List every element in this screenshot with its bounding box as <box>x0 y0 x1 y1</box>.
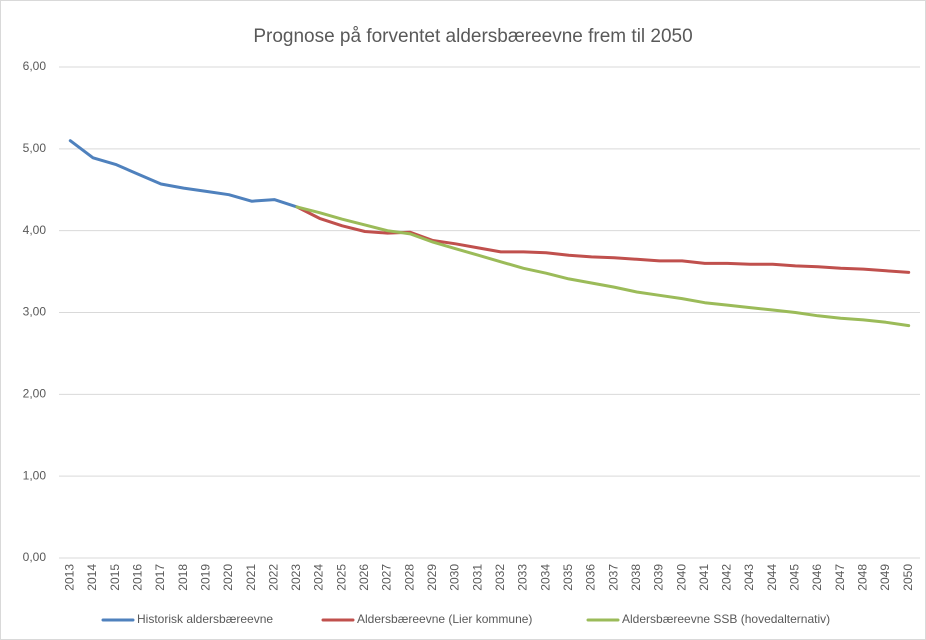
x-tick-label: 2043 <box>742 564 756 591</box>
y-tick-label: 1,00 <box>23 468 47 482</box>
x-tick-label: 2015 <box>108 564 122 591</box>
series-line <box>295 205 911 328</box>
legend-label: Aldersbæreevne SSB (hovedalternativ) <box>622 612 830 626</box>
x-tick-label: 2031 <box>470 564 484 591</box>
y-tick-label: 3,00 <box>23 305 47 319</box>
x-tick-label: 2040 <box>674 564 688 591</box>
x-tick-label: 2028 <box>402 564 416 591</box>
legend-label: Historisk aldersbæreevne <box>137 612 273 626</box>
y-tick-label: 2,00 <box>23 387 47 401</box>
x-tick-label: 2033 <box>516 564 530 591</box>
x-tick-label: 2018 <box>176 564 190 591</box>
x-tick-label: 2037 <box>606 564 620 591</box>
x-tick-label: 2025 <box>334 564 348 591</box>
y-tick-label: 6,00 <box>23 59 47 73</box>
x-tick-label: 2021 <box>244 564 258 591</box>
x-tick-label: 2038 <box>629 564 643 591</box>
x-tick-label: 2027 <box>380 564 394 591</box>
y-tick-label: 0,00 <box>23 550 47 564</box>
x-tick-label: 2016 <box>130 564 144 591</box>
x-tick-label: 2024 <box>312 564 326 591</box>
chart-title: Prognose på forventet aldersbæreevne fre… <box>253 26 692 47</box>
x-tick-label: 2046 <box>810 564 824 591</box>
x-tick-label: 2029 <box>425 564 439 591</box>
x-tick-label: 2020 <box>221 564 235 591</box>
x-tick-label: 2026 <box>357 564 371 591</box>
series-line <box>68 139 299 209</box>
x-tick-label: 2014 <box>85 564 99 591</box>
x-tick-label: 2044 <box>765 564 779 591</box>
x-tick-label: 2013 <box>63 564 77 591</box>
x-tick-label: 2042 <box>720 564 734 591</box>
x-tick-label: 2017 <box>153 564 167 591</box>
x-tick-label: 2022 <box>266 564 280 591</box>
x-tick-label: 2045 <box>788 564 802 591</box>
x-tick-label: 2030 <box>448 564 462 591</box>
x-tick-label: 2048 <box>856 564 870 591</box>
legend-label: Aldersbæreevne (Lier kommune) <box>357 612 532 626</box>
x-tick-label: 2039 <box>652 564 666 591</box>
x-tick-label: 2032 <box>493 564 507 591</box>
x-tick-label: 2034 <box>538 564 552 591</box>
x-tick-label: 2049 <box>878 564 892 591</box>
x-tick-label: 2019 <box>198 564 212 591</box>
x-tick-label: 2047 <box>833 564 847 591</box>
y-tick-label: 5,00 <box>23 141 47 155</box>
x-tick-label: 2035 <box>561 564 575 591</box>
x-tick-label: 2041 <box>697 564 711 591</box>
x-tick-label: 2050 <box>901 564 915 591</box>
x-tick-label: 2023 <box>289 564 303 591</box>
y-tick-label: 4,00 <box>23 223 47 237</box>
x-tick-label: 2036 <box>584 564 598 591</box>
